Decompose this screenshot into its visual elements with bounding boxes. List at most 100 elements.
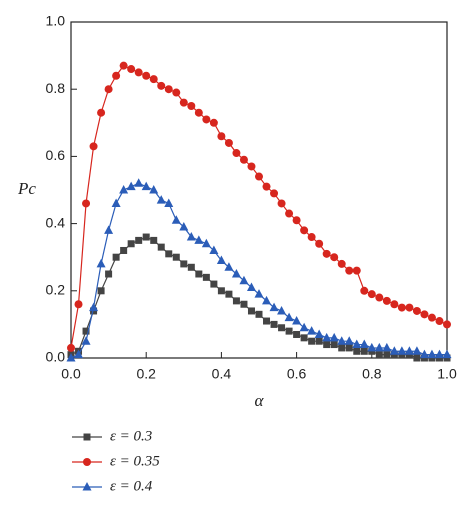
marker [240,300,248,308]
marker [126,181,136,191]
marker [255,172,263,181]
marker [164,198,174,207]
x-tick-label: 1.0 [437,366,457,382]
marker [217,287,225,295]
marker [232,297,240,305]
legend-label: ε = 0.35 [110,453,160,469]
marker [427,349,437,359]
marker [89,302,99,312]
x-tick-label: 0.2 [136,366,156,382]
marker [337,336,347,345]
marker [434,349,444,359]
marker [97,108,106,117]
marker [96,258,106,268]
marker [322,249,331,258]
y-tick-label: 0.8 [46,80,66,96]
marker [345,344,353,352]
x-axis-label: α [255,391,265,410]
marker [194,108,203,117]
marker [164,85,173,94]
marker [179,221,189,231]
marker [112,253,120,261]
marker [315,337,323,345]
marker [119,185,129,194]
marker [292,316,302,325]
marker [382,296,391,305]
marker [435,317,444,326]
marker [389,346,399,355]
marker [277,199,286,208]
marker [194,235,204,244]
y-tick-label: 0.0 [46,349,66,365]
marker [307,326,317,335]
marker [375,351,383,359]
marker [171,215,181,224]
marker [187,263,195,271]
marker [67,343,75,352]
marker [285,209,294,218]
marker [209,245,219,254]
marker [120,246,128,254]
marker [172,253,180,261]
marker [179,98,188,107]
marker [443,320,451,329]
marker [375,293,384,302]
marker [135,236,143,244]
marker [201,238,211,248]
marker [172,88,181,97]
marker [419,349,429,359]
marker [157,81,166,90]
marker [195,270,203,278]
marker [231,269,241,278]
marker [82,199,91,208]
marker [82,327,90,335]
marker [134,68,143,77]
plot-frame [70,21,448,359]
marker [338,344,346,352]
marker [360,347,368,355]
marker [367,342,377,352]
marker [97,287,105,295]
marker [299,322,309,332]
marker [413,354,421,362]
marker [254,289,264,298]
marker [111,198,121,207]
marker [374,342,384,352]
marker [149,75,158,84]
marker [225,290,233,298]
series-line [70,182,447,359]
marker [156,195,166,204]
marker [217,132,226,141]
marker [307,233,316,242]
marker [202,273,210,281]
marker [345,266,354,275]
marker [74,349,84,359]
marker [412,306,421,315]
marker [397,303,406,312]
marker [157,243,165,251]
marker [202,115,211,124]
y-axis-label: Pc [17,179,36,198]
marker [127,65,136,74]
marker [232,149,241,158]
marker [224,262,234,271]
marker [270,320,278,328]
marker [142,71,151,80]
marker [308,337,316,345]
marker [239,275,249,285]
marker [262,295,272,305]
marker [367,290,376,299]
marker [277,305,287,315]
marker [150,236,158,244]
marker [300,226,309,235]
x-tick-label: 0.6 [287,366,307,382]
marker [285,327,293,335]
marker [83,433,91,441]
marker [209,118,218,127]
marker [224,138,233,147]
x-tick-label: 0.0 [61,366,81,382]
marker [404,346,414,355]
marker [427,313,436,322]
marker [278,324,286,332]
marker [405,303,414,312]
